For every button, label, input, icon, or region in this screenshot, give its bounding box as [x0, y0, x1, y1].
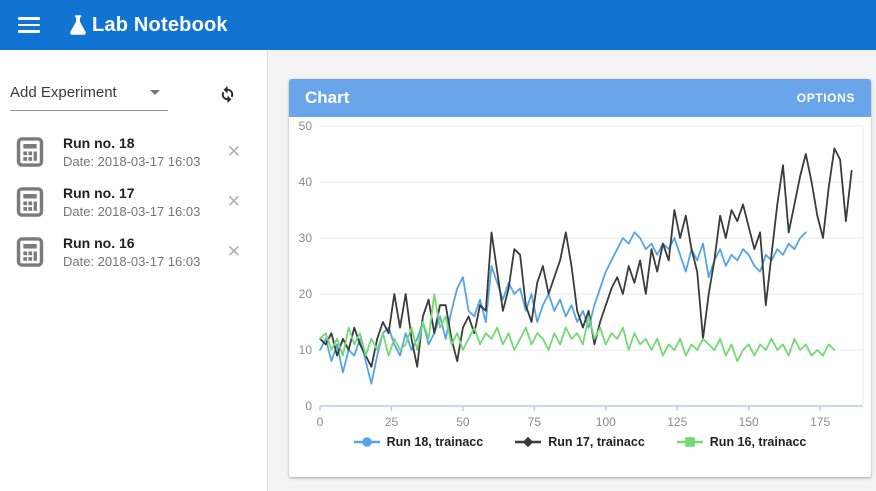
y-tick-label: 20: [299, 287, 313, 301]
chart-legend: Run 18, trainacc Run 17, trainacc Run 16, …: [289, 435, 871, 449]
add-experiment-row: Add Experiment: [10, 84, 267, 111]
legend-label: Run 17, trainacc: [548, 435, 645, 449]
square-marker-icon: [676, 437, 703, 447]
calculator-icon: [16, 237, 44, 267]
run-list-item[interactable]: Run no. 18 Date: 2018-03-17 16:03 ✕: [0, 127, 267, 177]
close-icon[interactable]: ✕: [226, 242, 241, 261]
close-icon[interactable]: ✕: [226, 192, 241, 211]
options-button[interactable]: OPTIONS: [796, 91, 855, 105]
x-tick-label: 175: [810, 415, 830, 429]
legend-label: Run 18, trainacc: [386, 435, 484, 449]
y-tick-label: 10: [299, 343, 313, 357]
series-line-diamond: [319, 147, 853, 368]
app-bar: Lab Notebook: [0, 0, 876, 50]
legend-item[interactable]: Run 16, trainacc: [676, 435, 807, 449]
close-icon[interactable]: ✕: [226, 142, 241, 161]
run-title: Run no. 16: [63, 235, 135, 251]
x-tick-label: 50: [456, 415, 470, 429]
calculator-icon: [16, 187, 44, 217]
chart-card: Chart OPTIONS 0 10 20 30 40 50 0 25 50 75 100 125 15…: [289, 79, 871, 477]
add-experiment-select[interactable]: Add Experiment: [10, 84, 168, 111]
sidebar: Add Experiment: [0, 50, 268, 491]
diamond-marker-icon: [515, 436, 542, 448]
run-title: Run no. 18: [63, 135, 135, 151]
chart-title: Chart: [305, 88, 350, 107]
y-tick-label: 0: [305, 399, 312, 413]
y-tick-label: 40: [299, 175, 313, 189]
y-tick-label: 50: [299, 119, 313, 133]
legend-label: Run 16, trainacc: [709, 435, 807, 449]
series-line-circle: [319, 231, 807, 385]
run-date: Date: 2018-03-17 16:03: [63, 154, 201, 169]
x-tick-label: 150: [739, 415, 759, 429]
run-list: Run no. 18 Date: 2018-03-17 16:03 ✕: [0, 127, 267, 277]
chart-plot[interactable]: 0 10 20 30 40 50 0 25 50 75 100 125 150 175: [289, 117, 871, 429]
run-list-item[interactable]: Run no. 17 Date: 2018-03-17 16:03 ✕: [0, 177, 267, 227]
x-tick-label: 0: [317, 415, 324, 429]
legend-item[interactable]: Run 17, trainacc: [515, 435, 645, 449]
menu-icon[interactable]: [18, 17, 40, 33]
x-tick-label: 75: [528, 415, 542, 429]
caret-down-icon: [150, 90, 160, 95]
series-line-square: [319, 293, 836, 363]
legend-item[interactable]: Run 18, trainacc: [353, 435, 484, 449]
sync-icon: [221, 85, 234, 103]
x-tick-label: 125: [667, 415, 687, 429]
main-area: Chart OPTIONS 0 10 20 30 40 50 0 25 50 75 100 125 15…: [268, 50, 876, 491]
run-title: Run no. 17: [63, 185, 135, 201]
x-tick-label: 100: [596, 415, 616, 429]
chart-card-header: Chart OPTIONS: [289, 79, 871, 117]
refresh-button[interactable]: [216, 83, 239, 109]
flask-logo-icon: [66, 12, 90, 38]
calculator-icon: [16, 137, 44, 167]
run-date: Date: 2018-03-17 16:03: [63, 254, 201, 269]
run-list-item[interactable]: Run no. 16 Date: 2018-03-17 16:03 ✕: [0, 227, 267, 277]
circle-marker-icon: [353, 437, 380, 447]
add-experiment-label: Add Experiment: [10, 84, 117, 101]
run-date: Date: 2018-03-17 16:03: [63, 204, 201, 219]
chart-card-body: 0 10 20 30 40 50 0 25 50 75 100 125 150 175 Run 18, t…: [289, 117, 871, 449]
app-title: Lab Notebook: [92, 13, 228, 36]
x-tick-label: 25: [385, 415, 399, 429]
y-tick-label: 30: [299, 231, 313, 245]
